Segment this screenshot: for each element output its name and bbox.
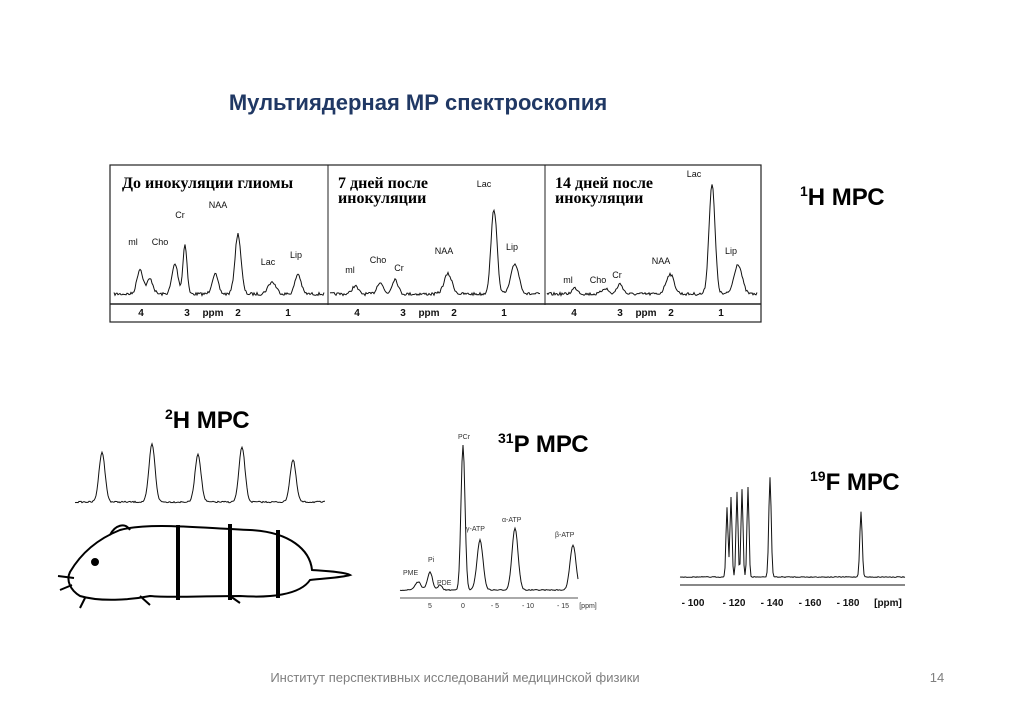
label: H МРС xyxy=(173,407,250,434)
label: H МРС xyxy=(808,184,885,211)
peak-label: ml xyxy=(345,265,355,275)
peak-label: ml xyxy=(128,237,138,247)
footer-institute: Институт перспективных исследований меди… xyxy=(270,670,639,685)
peak-label: Cho xyxy=(152,237,169,247)
peak-label: NAA xyxy=(435,246,454,256)
peak-label: Cr xyxy=(394,263,404,273)
peak-label: Cho xyxy=(590,275,607,285)
peak-label: β-ATP xyxy=(555,532,575,539)
axis-label: 4 xyxy=(138,308,144,319)
peak-label: Lac xyxy=(477,179,492,189)
spectrum xyxy=(113,233,325,297)
axis-label: ppm xyxy=(635,308,656,319)
axis-label: - 160 xyxy=(799,598,822,609)
nucleus-label: 31P МРС xyxy=(498,430,589,458)
rat xyxy=(57,524,353,609)
peak-label: PDE xyxy=(437,580,452,587)
panel-caption: инокуляции xyxy=(338,190,426,207)
axis-label: 2 xyxy=(235,308,241,319)
peak-label: α-ATP xyxy=(502,517,522,524)
superscript: 31 xyxy=(498,430,514,446)
peak-label: Lip xyxy=(290,250,302,260)
label: P МРС xyxy=(514,431,589,458)
nucleus-label: 2H МРС xyxy=(165,406,250,434)
axis-label: - 120 xyxy=(723,598,746,609)
axis-label: - 15 xyxy=(557,603,569,610)
h1-frame xyxy=(109,164,762,323)
peak-label: γ-ATP xyxy=(466,526,485,533)
axis-label: 1 xyxy=(285,308,291,319)
panel-caption: 14 дней после xyxy=(555,175,653,192)
superscript: 1 xyxy=(800,183,808,199)
label: F МРС xyxy=(826,469,900,496)
superscript: 2 xyxy=(165,406,173,422)
axis-label: 4 xyxy=(354,308,360,319)
axis-label: [ppm] xyxy=(874,598,902,609)
peak-label: PME xyxy=(403,570,419,577)
peak-label: Pi xyxy=(428,557,435,564)
nucleus-label: 19F МРС xyxy=(810,468,900,496)
axis-label: 1 xyxy=(718,308,724,319)
peak-label: PCr xyxy=(458,434,471,441)
axis-label: - 5 xyxy=(491,603,499,610)
axis-label: 5 xyxy=(428,603,432,610)
axis-label: 4 xyxy=(571,308,577,319)
axis-label: - 100 xyxy=(682,598,705,609)
peak-label: Lip xyxy=(725,246,737,256)
peak-label: Cr xyxy=(612,270,622,280)
spectrum xyxy=(399,444,579,592)
axis-label: ppm xyxy=(418,308,439,319)
panel-caption: 7 дней после xyxy=(338,175,428,192)
panel-caption: До инокуляции глиомы xyxy=(122,175,294,192)
peak-label: NAA xyxy=(652,256,671,266)
axis-label: 2 xyxy=(451,308,457,319)
peak-label: Lac xyxy=(261,257,276,267)
title: Мультиядерная МР спектроскопия xyxy=(229,90,607,115)
axis-label: ppm xyxy=(202,308,223,319)
axis-label: - 10 xyxy=(522,603,534,610)
spectrum xyxy=(329,208,541,297)
axis-label: 3 xyxy=(184,308,190,319)
peak-label: Lac xyxy=(687,169,702,179)
axis-label: 3 xyxy=(400,308,406,319)
axis-label: - 180 xyxy=(837,598,860,609)
axis-label: 3 xyxy=(617,308,623,319)
nucleus-label: 1H МРС xyxy=(800,183,885,211)
panel-caption: инокуляции xyxy=(555,190,643,207)
peak-label: ml xyxy=(563,275,573,285)
spectrum xyxy=(546,184,758,297)
peak-label: NAA xyxy=(209,200,228,210)
axis-label: 2 xyxy=(668,308,674,319)
page-number: 14 xyxy=(930,670,944,685)
superscript: 19 xyxy=(810,468,826,484)
axis-label: 1 xyxy=(501,308,507,319)
axis-label: - 140 xyxy=(761,598,784,609)
spectrum xyxy=(74,442,325,504)
spectrum xyxy=(679,477,906,578)
peak-label: Cr xyxy=(175,210,185,220)
peak-label: Lip xyxy=(506,242,518,252)
axis-label: 0 xyxy=(461,603,465,610)
peak-label: Cho xyxy=(370,255,387,265)
axis-label: [ppm] xyxy=(579,603,597,610)
